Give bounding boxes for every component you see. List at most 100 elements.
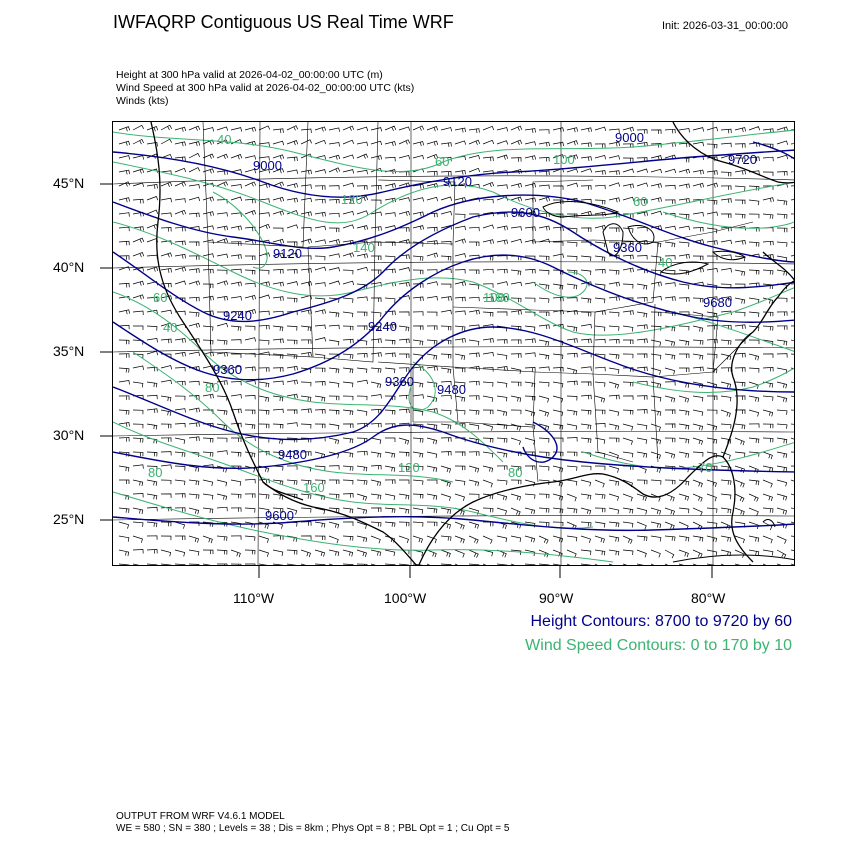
wind-barb [244, 549, 256, 555]
wind-barb [510, 139, 523, 145]
wind-barb [566, 423, 578, 430]
wind-barb [146, 423, 158, 430]
wind-barb [664, 367, 676, 375]
wind-barb [538, 238, 551, 244]
wind-barb [440, 241, 452, 246]
wind-barb [230, 311, 242, 316]
wind-barb [132, 521, 144, 527]
wind-barb [454, 367, 466, 373]
wind-barb [216, 465, 228, 473]
wind-barb [720, 154, 733, 160]
wind-barb [482, 156, 494, 162]
wind-barb [636, 324, 648, 330]
wind-barb [314, 549, 326, 557]
wind-barb [622, 381, 634, 387]
map-panel: 9000 9120 9240 9360 9480 9600 9000 9120 … [112, 121, 795, 566]
wind-barb [552, 395, 564, 403]
wind-barb [118, 296, 130, 301]
wind-barb [524, 239, 537, 245]
wind-barb [468, 563, 480, 565]
coastline [150, 122, 794, 565]
wind-barb [356, 493, 368, 501]
wind-barb [482, 181, 495, 188]
wind-barb [412, 325, 424, 330]
wind-barb [580, 241, 592, 246]
wind-barb [706, 493, 717, 502]
wind-barb [594, 521, 606, 528]
wind-barb [706, 283, 718, 290]
wind-barb [174, 549, 186, 557]
wind-barb [539, 311, 550, 316]
wind-barb [202, 268, 214, 274]
wind-barb [188, 451, 200, 458]
wind-barb [608, 394, 620, 400]
wind-barb [398, 210, 411, 216]
wind-barb [636, 255, 648, 260]
wind-barb [776, 381, 788, 389]
wind-barb [244, 478, 256, 484]
wind-barb [496, 225, 508, 231]
wind-barb [636, 199, 648, 204]
wind-barb [160, 409, 172, 416]
wind-barb [664, 535, 676, 541]
wind-barb [244, 337, 256, 342]
wind-barb [384, 183, 397, 189]
wind-barb [608, 241, 620, 247]
wind-barb [160, 227, 172, 232]
wind-barb [188, 436, 200, 442]
wind-barb [398, 408, 410, 414]
wind-barb [230, 212, 242, 217]
wind-barb [594, 126, 607, 131]
wind-barb [720, 239, 732, 245]
wind-speed-label: 40 [163, 320, 177, 335]
wind-barb [272, 196, 285, 202]
lon-label-90w: 90°W [539, 590, 574, 606]
wind-barb [258, 223, 271, 230]
wind-barb [496, 281, 509, 286]
wind-barb [412, 451, 424, 458]
wind-barb [496, 479, 508, 485]
height-label: 9480 [278, 447, 307, 462]
wind-barb [272, 181, 285, 187]
wind-barb [566, 563, 571, 565]
wind-barb [230, 196, 243, 202]
wind-barb [118, 409, 130, 415]
wind-speed-label: 40 [217, 132, 231, 147]
wind-barb [342, 280, 355, 286]
wind-barb [776, 493, 788, 501]
wind-barb [496, 154, 509, 160]
wind-barb [454, 563, 459, 565]
wind-barb [426, 153, 439, 160]
wind-barb [230, 154, 243, 160]
lat-label-25: 25°N [53, 511, 85, 527]
wind-speed-contours [113, 129, 794, 563]
wind-barb [650, 451, 661, 460]
wind-barb [146, 350, 159, 356]
wind-barb [174, 367, 186, 372]
subtitle-height: Height at 300 hPa valid at 2026-04-02_00… [116, 69, 383, 81]
wind-barb [258, 549, 269, 557]
wind-barb [440, 507, 452, 514]
wind-barb [790, 241, 794, 243]
wind-barb [552, 465, 564, 473]
wind-barb [398, 267, 411, 272]
wind-barb [188, 280, 201, 286]
wind-barb [566, 549, 577, 558]
wind-barb [174, 521, 186, 529]
wind-barb [468, 493, 480, 499]
wind-barb [426, 281, 439, 286]
wind-barb [286, 241, 298, 246]
wind-barb [454, 338, 466, 343]
wind-barb [132, 339, 144, 345]
wind-barb [258, 212, 270, 217]
wind-barb [412, 479, 424, 485]
wind-barb [356, 450, 368, 456]
wind-barb [650, 353, 662, 360]
wind-barb [342, 297, 354, 303]
wind-barb [594, 465, 606, 471]
wind-barb [776, 465, 788, 472]
wind-barb [384, 225, 397, 230]
wind-barb [146, 549, 158, 554]
wind-barb [679, 353, 690, 358]
wind-barb [370, 127, 383, 132]
